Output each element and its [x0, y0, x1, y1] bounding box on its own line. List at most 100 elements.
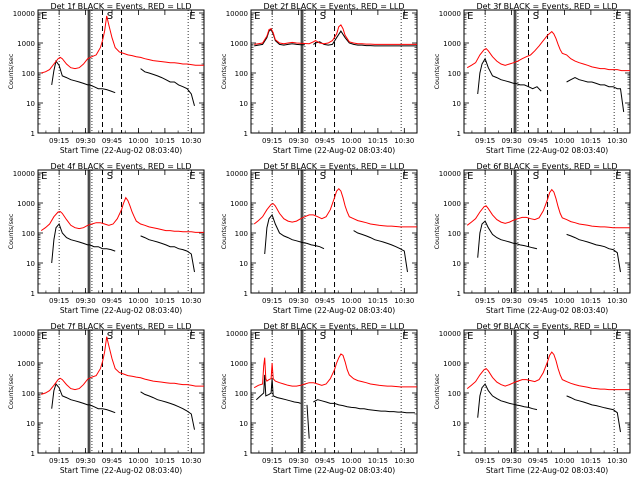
y-tick-label: 10 [26, 420, 35, 428]
y-tick-label: 1 [244, 130, 248, 138]
series-lld-line [254, 24, 417, 45]
plot-frame [37, 329, 205, 454]
marker-letter: E [254, 331, 260, 342]
x-tick-label: 10:30 [607, 297, 627, 305]
x-tick-label: 09:30 [75, 137, 95, 145]
series-events-line [264, 213, 408, 273]
marker-letter: E [189, 331, 195, 342]
y-tick-label: 10000 [439, 10, 461, 18]
y-tick-label: 1000 [230, 40, 248, 48]
x-tick-label: 10:00 [554, 297, 574, 305]
x-axis-label: Start Time (22-Aug-02 08:03:40) [273, 146, 395, 155]
marker-letter: S [107, 11, 113, 22]
x-tick-label: 09:30 [501, 297, 521, 305]
y-tick-label: 1 [31, 130, 35, 138]
x-axis-label: Start Time (22-Aug-02 08:03:40) [273, 306, 395, 315]
x-tick-label: 10:00 [554, 457, 574, 465]
detector-panel-7: Det 7f BLACK = Events, RED = LLD 1 10 100 10… [0, 320, 213, 480]
panel-plot: Det 8f BLACK = Events, RED = LLD 1 10 100 10… [220, 322, 418, 475]
series-events-line [51, 382, 195, 430]
panel-title: Det 6f BLACK = Events, RED = LLD [476, 162, 617, 171]
marker-letter: E [41, 11, 47, 22]
x-tick-label: 09:45 [528, 297, 548, 305]
y-tick-label: 10 [452, 100, 461, 108]
plot-frame [250, 169, 418, 294]
y-tick-label: 1000 [443, 200, 461, 208]
panel-plot: Det 9f BLACK = Events, RED = LLD 1 10 100 10… [433, 322, 631, 475]
panel-plot: Det 6f BLACK = Events, RED = LLD 1 10 100 10… [433, 162, 631, 315]
y-tick-label: 1 [31, 450, 35, 458]
marker-letter: S [533, 171, 539, 182]
panel-plot: Det 5f BLACK = Events, RED = LLD 1 10 100 10… [220, 162, 418, 315]
marker-letter: E [189, 171, 195, 182]
y-tick-label: 1000 [230, 360, 248, 368]
x-tick-label: 09:45 [315, 137, 335, 145]
marker-letter: E [189, 11, 195, 22]
x-tick-label: 09:15 [475, 457, 495, 465]
x-tick-label: 10:00 [341, 457, 361, 465]
x-tick-label: 09:15 [49, 457, 69, 465]
panel-plot: Det 3f BLACK = Events, RED = LLD 1 10 100 10… [433, 2, 631, 155]
series-lld-line [466, 30, 630, 72]
panel-title: Det 3f BLACK = Events, RED = LLD [476, 2, 617, 11]
x-tick-label: 10:30 [394, 137, 414, 145]
y-tick-label: 10 [452, 420, 461, 428]
panel-plot: Det 2f BLACK = Events, RED = LLD 1 10 100 10… [220, 2, 418, 155]
y-tick-label: 100 [448, 230, 461, 238]
marker-letter: E [467, 11, 473, 22]
series-events-line [51, 59, 195, 107]
y-tick-label: 1000 [17, 200, 35, 208]
series-events-line [255, 374, 415, 439]
series-events-line [477, 220, 621, 273]
y-tick-label: 1000 [443, 360, 461, 368]
x-tick-label: 09:30 [288, 457, 308, 465]
x-tick-label: 09:30 [501, 137, 521, 145]
x-tick-label: 09:45 [102, 137, 122, 145]
y-tick-label: 100 [448, 70, 461, 78]
y-tick-label: 10000 [13, 10, 35, 18]
marker-letter: E [615, 331, 621, 342]
plot-frame [250, 9, 418, 134]
y-tick-label: 1 [31, 290, 35, 298]
marker-letter: E [402, 331, 408, 342]
y-tick-label: 1 [457, 290, 461, 298]
marker-letter: E [254, 171, 260, 182]
marker-letter: E [615, 11, 621, 22]
y-axis-label: Counts/sec [433, 213, 441, 249]
panel-title: Det 4f BLACK = Events, RED = LLD [50, 162, 191, 171]
y-axis-label: Counts/sec [7, 373, 15, 409]
plot-frame [463, 9, 631, 134]
x-tick-label: 09:15 [49, 137, 69, 145]
x-tick-label: 10:00 [128, 297, 148, 305]
x-tick-label: 10:30 [181, 457, 201, 465]
marker-letter: E [402, 171, 408, 182]
y-tick-label: 100 [22, 70, 35, 78]
y-axis-label: Counts/sec [433, 373, 441, 409]
plot-frame [37, 169, 205, 294]
panel-plot: Det 1f BLACK = Events, RED = LLD 1 10 100 10… [7, 2, 205, 155]
marker-letter: S [107, 331, 113, 342]
series-events-line [477, 383, 621, 433]
x-tick-label: 10:15 [368, 297, 388, 305]
y-axis-label: Counts/sec [220, 373, 228, 409]
x-tick-label: 09:30 [501, 457, 521, 465]
x-axis-label: Start Time (22-Aug-02 08:03:40) [486, 306, 608, 315]
series-events-line [254, 28, 417, 47]
plot-frame [463, 169, 631, 294]
x-tick-label: 09:45 [102, 457, 122, 465]
y-axis-label: Counts/sec [7, 53, 15, 89]
y-axis-label: Counts/sec [433, 53, 441, 89]
series-events-line [51, 223, 195, 273]
x-tick-label: 10:15 [368, 457, 388, 465]
x-tick-label: 09:45 [102, 297, 122, 305]
y-tick-label: 1 [457, 130, 461, 138]
marker-letter: E [467, 171, 473, 182]
y-tick-label: 1000 [443, 40, 461, 48]
y-axis-label: Counts/sec [7, 213, 15, 249]
x-tick-label: 10:00 [341, 137, 361, 145]
x-tick-label: 10:15 [581, 297, 601, 305]
x-axis-label: Start Time (22-Aug-02 08:03:40) [60, 306, 182, 315]
x-tick-label: 10:00 [128, 457, 148, 465]
x-tick-label: 09:15 [475, 137, 495, 145]
